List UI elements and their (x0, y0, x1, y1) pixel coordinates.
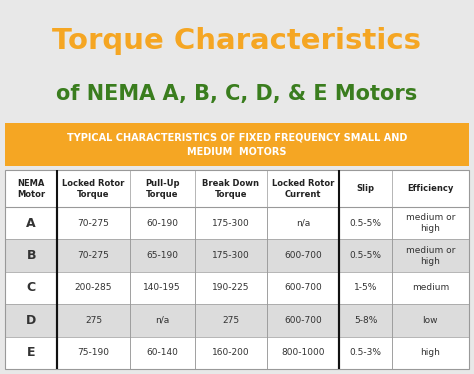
Text: 800-1000: 800-1000 (282, 348, 325, 357)
Text: E: E (27, 346, 36, 359)
Text: high: high (420, 348, 440, 357)
Text: Slip: Slip (356, 184, 374, 193)
Bar (5, 123, 469, 166)
Bar (5, 337, 469, 369)
Text: 65-190: 65-190 (146, 251, 178, 260)
Text: D: D (26, 314, 36, 327)
Text: NEMA
Motor: NEMA Motor (17, 178, 45, 199)
Text: Break Down
Torque: Break Down Torque (202, 178, 259, 199)
Text: 600-700: 600-700 (284, 316, 322, 325)
Text: 175-300: 175-300 (212, 251, 250, 260)
Bar (5, 239, 469, 272)
Text: 0.5-5%: 0.5-5% (349, 219, 382, 228)
Text: 60-140: 60-140 (146, 348, 178, 357)
Bar (5, 272, 469, 304)
Text: 275: 275 (85, 316, 102, 325)
Text: 60-190: 60-190 (146, 219, 178, 228)
Text: 275: 275 (222, 316, 239, 325)
Text: 600-700: 600-700 (284, 283, 322, 292)
Text: 600-700: 600-700 (284, 251, 322, 260)
Text: 0.5-3%: 0.5-3% (349, 348, 382, 357)
Text: low: low (423, 316, 438, 325)
Text: medium or
high: medium or high (406, 245, 455, 266)
Bar (5, 207, 469, 239)
Text: A: A (27, 217, 36, 230)
Text: Pull-Up
Torque: Pull-Up Torque (145, 178, 180, 199)
Text: 140-195: 140-195 (143, 283, 181, 292)
Bar (5, 170, 469, 369)
Text: Efficiency: Efficiency (407, 184, 454, 193)
Text: medium or
high: medium or high (406, 213, 455, 233)
Text: 200-285: 200-285 (75, 283, 112, 292)
Text: Locked Rotor
Current: Locked Rotor Current (272, 178, 334, 199)
Text: 70-275: 70-275 (78, 251, 109, 260)
Bar (5, 170, 469, 207)
Bar (5, 170, 469, 369)
Bar (5, 304, 469, 337)
Text: medium: medium (412, 283, 449, 292)
Text: of NEMA A, B, C, D, & E Motors: of NEMA A, B, C, D, & E Motors (56, 83, 418, 104)
Text: 70-275: 70-275 (78, 219, 109, 228)
Text: B: B (27, 249, 36, 262)
Text: 1-5%: 1-5% (354, 283, 377, 292)
Text: 190-225: 190-225 (212, 283, 249, 292)
Text: 75-190: 75-190 (78, 348, 109, 357)
Text: n/a: n/a (155, 316, 169, 325)
Text: Torque Characteristics: Torque Characteristics (53, 27, 421, 55)
Text: Locked Rotor
Torque: Locked Rotor Torque (63, 178, 125, 199)
Text: n/a: n/a (296, 219, 310, 228)
Text: 160-200: 160-200 (212, 348, 250, 357)
Text: 0.5-5%: 0.5-5% (349, 251, 382, 260)
Text: 5-8%: 5-8% (354, 316, 377, 325)
Text: TYPICAL CHARACTERISTICS OF FIXED FREQUENCY SMALL AND
MEDIUM  MOTORS: TYPICAL CHARACTERISTICS OF FIXED FREQUEN… (67, 132, 407, 157)
Text: 175-300: 175-300 (212, 219, 250, 228)
Text: C: C (27, 282, 36, 294)
